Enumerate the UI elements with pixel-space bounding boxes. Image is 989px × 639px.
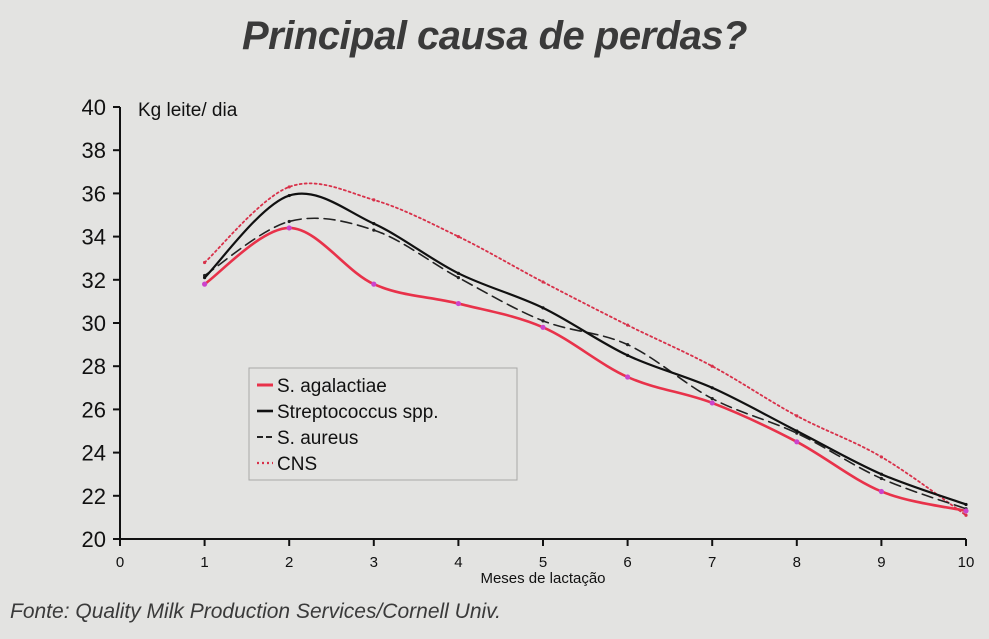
series-point	[963, 508, 969, 514]
y-tick-label: 38	[82, 138, 106, 163]
series-line-2	[203, 192, 968, 506]
series-point	[964, 502, 968, 507]
series-point	[709, 400, 715, 406]
y-tick-label: 28	[82, 354, 106, 379]
series-point	[455, 300, 461, 307]
series-line-4	[203, 182, 967, 517]
series-point	[372, 198, 376, 202]
series-point	[879, 476, 884, 481]
y-tick-label: 22	[82, 484, 106, 509]
series-point	[541, 280, 545, 284]
y-tick-label: 30	[82, 311, 106, 336]
legend-entry-label: S. agalactiae	[277, 376, 387, 397]
series-point	[878, 488, 885, 495]
chart-legend: S. agalactiae Streptococcus spp. S. aureus…	[248, 367, 518, 481]
series-point	[541, 306, 545, 310]
series-point	[879, 455, 884, 459]
legend-entry-label: Streptococcus spp.	[277, 402, 439, 423]
y-tick-label: 32	[82, 268, 106, 293]
x-tick-label: 2	[285, 554, 293, 571]
x-tick-label: 4	[454, 554, 462, 571]
x-tick-label: 5	[539, 554, 547, 571]
legend-entry-label: CNS	[277, 454, 317, 475]
series-layer	[202, 182, 969, 517]
y-tick-label: 34	[82, 225, 106, 250]
series-point	[456, 276, 460, 280]
series-point	[626, 323, 630, 327]
x-axis-label: Meses de lactação	[480, 570, 605, 587]
x-tick-label: 1	[200, 554, 208, 571]
series-point	[371, 281, 377, 287]
chart-axes	[113, 106, 967, 546]
series-line-1	[203, 226, 968, 513]
legend-box	[248, 367, 518, 481]
series-point	[710, 364, 714, 368]
y-tick-label: 26	[82, 397, 106, 422]
series-point	[456, 271, 460, 275]
y-tick-label: 24	[82, 441, 106, 466]
series-point	[794, 439, 800, 445]
series-point	[203, 276, 207, 280]
y-tick-label: 20	[82, 527, 106, 552]
legend-entry-label: S. aureus	[277, 428, 358, 449]
x-tick-label: 10	[958, 554, 975, 571]
series-point	[626, 343, 630, 347]
series-line-3	[203, 217, 967, 510]
series-point	[372, 222, 376, 226]
series-point	[795, 414, 799, 418]
series-point	[202, 281, 208, 287]
series-point	[540, 324, 546, 330]
series-point	[372, 228, 376, 232]
series-point	[625, 374, 631, 380]
series-point	[541, 319, 545, 323]
series-point	[710, 386, 714, 390]
series-point	[287, 219, 291, 224]
page-title: Principal causa de perdas?	[242, 14, 748, 58]
x-tick-label: 7	[708, 554, 716, 571]
y-tick-label: 40	[82, 95, 106, 120]
series-point	[456, 235, 460, 239]
series-point	[710, 397, 714, 401]
series-point	[203, 260, 207, 265]
x-tick-label: 3	[370, 554, 378, 571]
series-point	[287, 185, 291, 189]
y-tick-label: 36	[82, 181, 106, 206]
series-point	[964, 513, 968, 517]
series-point	[626, 353, 630, 357]
series-point	[287, 193, 291, 198]
source-caption: Fonte: Quality Milk Production Services/…	[10, 600, 501, 623]
x-tick-label: 9	[877, 554, 885, 571]
series-point	[879, 472, 884, 476]
y-axis-label: Kg leite/ dia	[138, 100, 238, 121]
x-tick-label: 8	[793, 554, 801, 571]
series-point	[795, 429, 799, 433]
series-point	[286, 225, 292, 231]
x-tick-label: 6	[623, 554, 631, 571]
x-tick-label: 0	[116, 554, 124, 571]
